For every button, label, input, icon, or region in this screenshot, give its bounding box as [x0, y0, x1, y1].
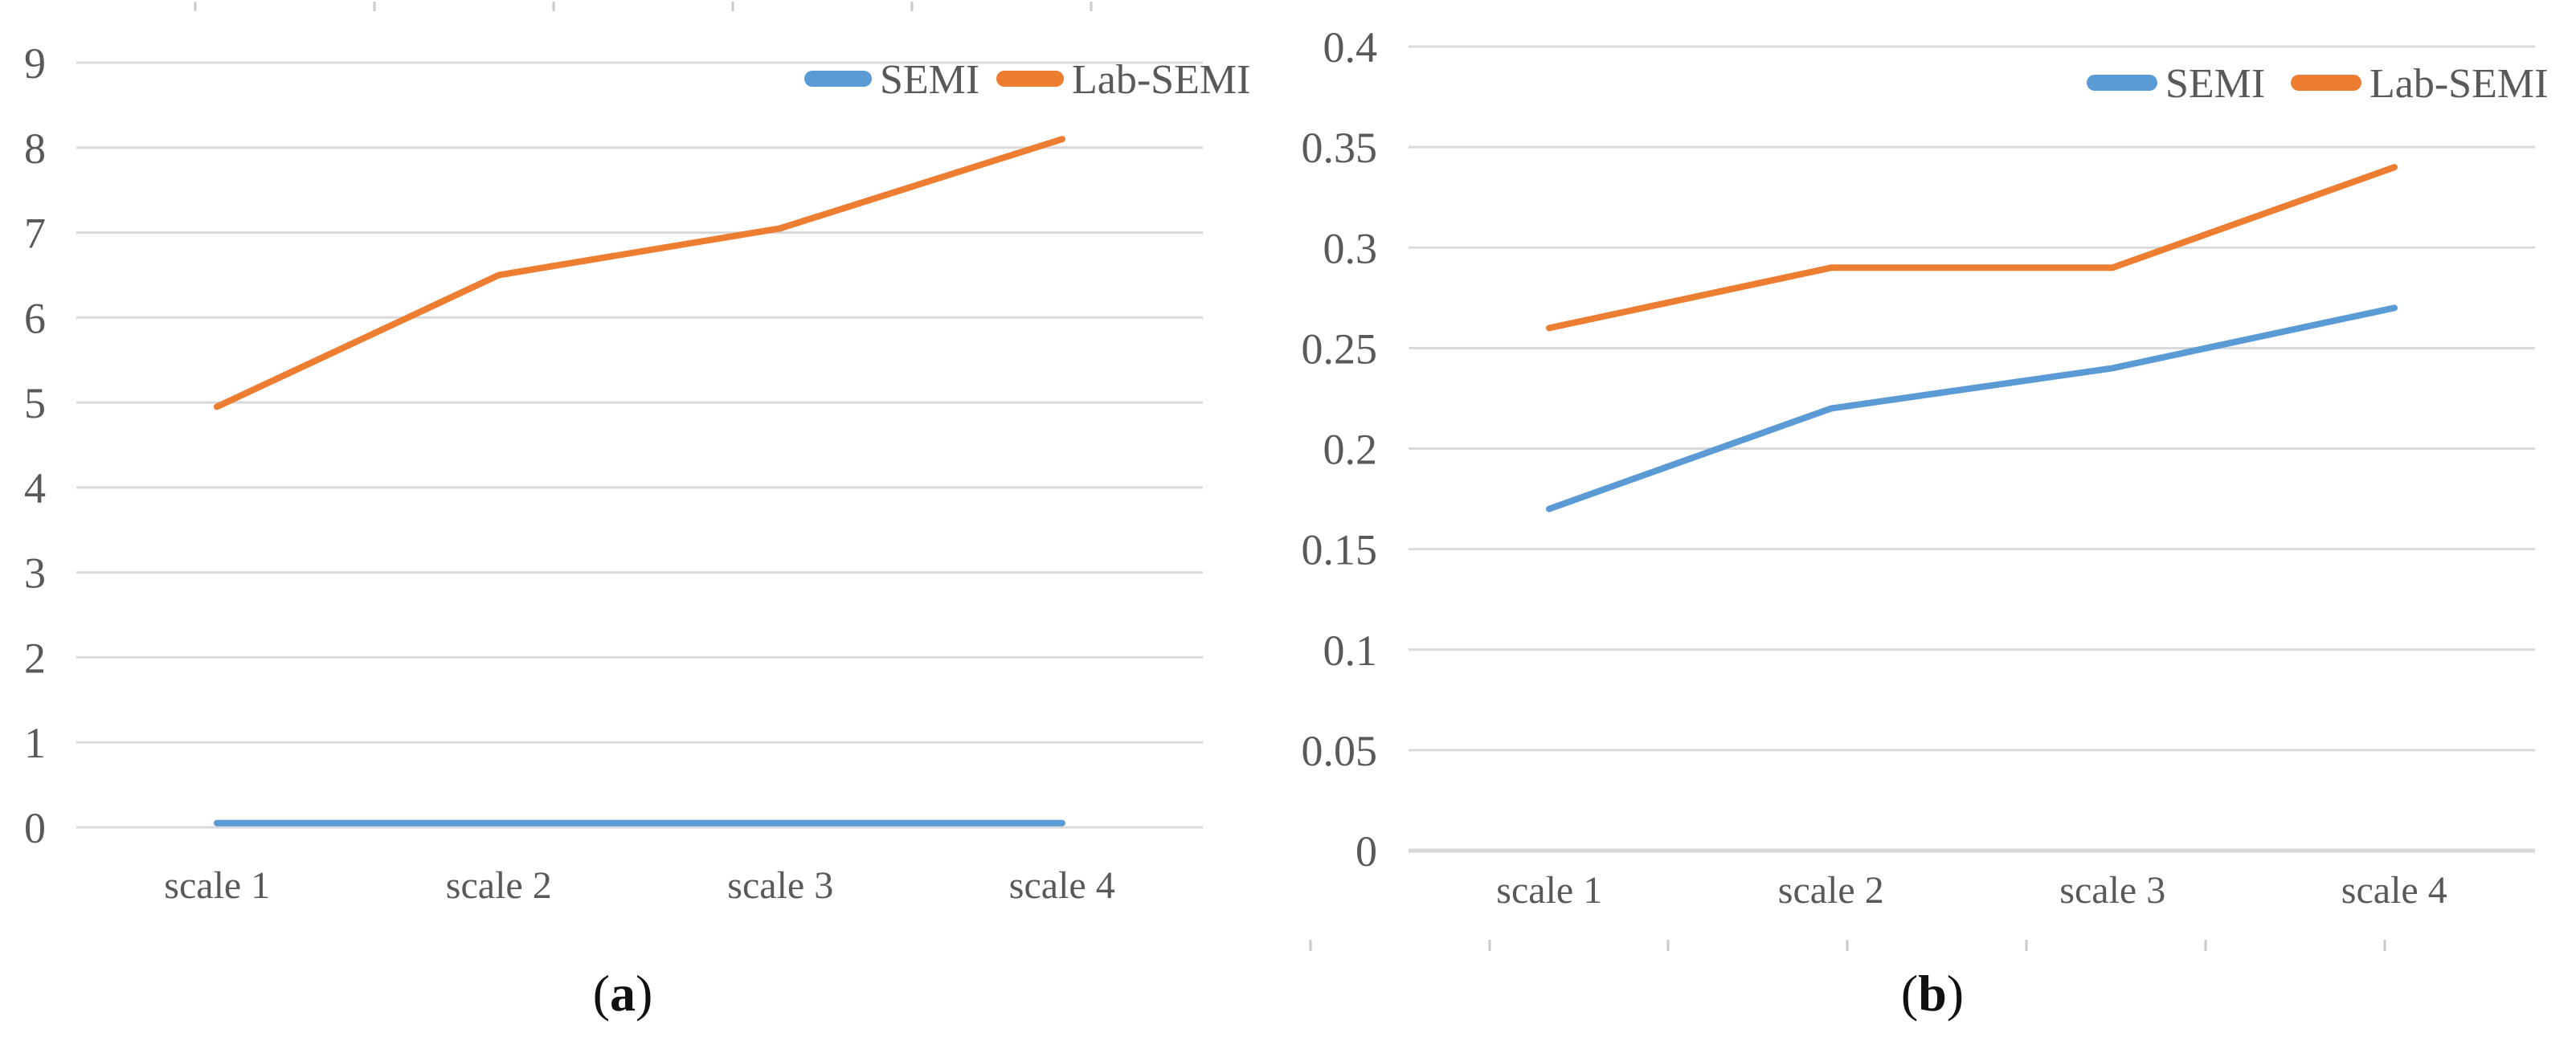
legend-label-SEMI: SEMI	[2165, 61, 2265, 107]
y-axis-tick-label: 0.2	[1323, 426, 1378, 474]
caption-a-close: )	[636, 965, 653, 1022]
legend-swatch-Lab-SEMI	[996, 71, 1064, 87]
x-axis-category-label: scale 4	[1009, 864, 1115, 907]
y-axis-tick-label: 0.4	[1323, 23, 1378, 71]
y-axis-tick-label: 8	[24, 124, 46, 173]
caption-b-close: )	[1946, 965, 1965, 1022]
chart-a: 0 1 2 3 4 5 6 7 8 9 scale 1 scale 2 scale 3 scale 4 SE…	[24, 2, 1250, 907]
caption-a-open: (	[592, 965, 610, 1022]
caption-a: (a)	[462, 964, 783, 1023]
caption-a-letter: a	[610, 965, 636, 1022]
y-axis-tick-label: 0.15	[1302, 526, 1378, 574]
y-axis-tick-label: 0.25	[1302, 324, 1378, 373]
series-line-Lab-SEMI	[1546, 164, 2398, 332]
chart-b: 0 0.05 0.1 0.15 0.2 0.25 0.3 0.35 0.4 scale 1 scal…	[1302, 23, 2548, 951]
y-axis-tick-label: 0.1	[1323, 627, 1378, 675]
series-line-SEMI	[1546, 304, 2398, 512]
x-axis-category-label: scale 1	[164, 864, 270, 907]
y-axis-tick-label: 7	[24, 210, 46, 258]
x-axis-category-label: scale 3	[727, 864, 833, 907]
y-axis-tick-label: 6	[24, 294, 46, 342]
x-axis-category-label: scale 2	[1778, 869, 1884, 912]
legend-label-SEMI: SEMI	[880, 57, 979, 103]
y-axis-tick-label: 0.3	[1323, 224, 1378, 272]
y-axis-tick-label: 5	[24, 379, 46, 427]
x-axis-category-label: scale 1	[1496, 869, 1602, 912]
y-axis-tick-label: 1	[24, 719, 46, 767]
y-axis-tick-label: 0.35	[1302, 124, 1378, 172]
legend-label-Lab-SEMI: Lab-SEMI	[2370, 61, 2548, 107]
y-axis-tick-label: 0.05	[1302, 727, 1378, 775]
caption-b-open: (	[1900, 965, 1919, 1022]
legend-label-Lab-SEMI: Lab-SEMI	[1072, 57, 1250, 103]
y-axis-tick-label: 0	[24, 804, 46, 852]
legend-swatch-Lab-SEMI	[2291, 75, 2361, 91]
y-axis-tick-label: 9	[24, 39, 46, 88]
series-line-Lab-SEMI	[214, 136, 1065, 410]
x-axis-category-label: scale 4	[2341, 869, 2447, 912]
x-axis-category-label: scale 2	[446, 864, 552, 907]
legend-swatch-SEMI	[2087, 75, 2157, 91]
y-axis-tick-label: 3	[24, 549, 46, 598]
legend-swatch-SEMI	[804, 71, 872, 87]
y-axis-tick-label: 4	[24, 464, 46, 512]
caption-b: (b)	[1772, 964, 2093, 1023]
y-axis-tick-label: 0	[1355, 827, 1377, 876]
caption-b-letter: b	[1918, 965, 1947, 1022]
y-axis-tick-label: 2	[24, 634, 46, 682]
x-axis-category-label: scale 3	[2059, 869, 2165, 912]
